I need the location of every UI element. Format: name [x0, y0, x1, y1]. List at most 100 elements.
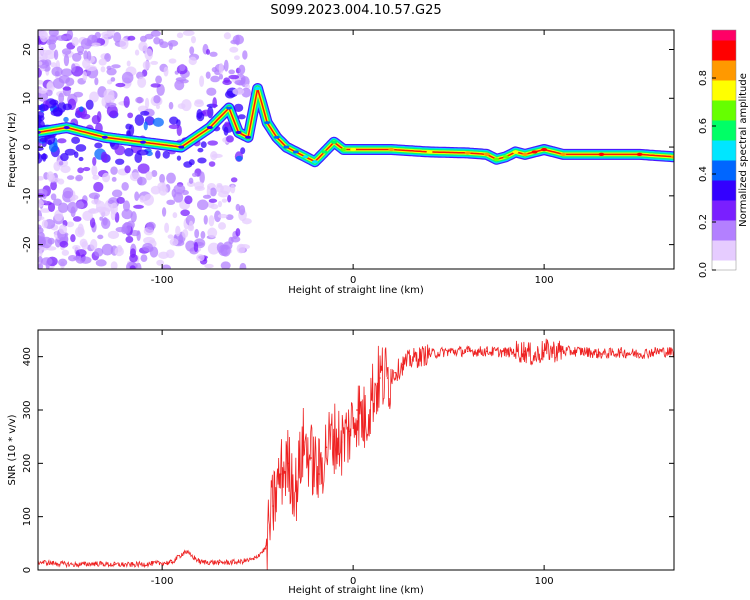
spectrogram-noise-blob: [238, 64, 246, 75]
spectrogram-ridge-point: [560, 152, 567, 156]
spectrogram-noise-blob: [220, 261, 231, 269]
spectrogram-noise-blob: [176, 155, 182, 161]
spectrogram-noise-blob: [39, 30, 49, 43]
spectrogram-noise-blob: [188, 177, 194, 184]
spectrogram-ridge-point: [671, 155, 674, 159]
spectrogram-ridge-point: [273, 135, 280, 139]
spectrogram-noise-blob: [38, 224, 42, 230]
spectrogram-noise-blob: [193, 100, 205, 108]
spectrogram-ridge-point: [388, 147, 395, 152]
y-tick-label: 200: [22, 454, 33, 473]
spectrogram-ridge-point: [38, 130, 41, 135]
spectrogram-noise-blob: [228, 236, 234, 245]
spectrogram-noise-blob: [98, 58, 107, 66]
spectrogram-noise-blob: [218, 73, 224, 80]
spectrogram-noise-blob: [224, 121, 230, 127]
colorbar-step: [712, 152, 736, 155]
colorbar-step: [712, 254, 736, 257]
spectrogram-noise-blob: [115, 158, 125, 165]
spectrogram-noise-blob: [177, 103, 186, 109]
colorbar-step: [712, 144, 736, 147]
spectrogram-noise-blob: [101, 243, 114, 256]
snr-point: [56, 562, 58, 565]
spectrogram-noise-blob: [38, 146, 44, 152]
colorbar-step: [712, 236, 736, 239]
spectrogram-noise-blob: [82, 71, 88, 82]
spectrogram-noise-blob: [155, 104, 161, 110]
spectrogram-noise-blob: [167, 234, 174, 239]
spectrogram-ridge-point: [264, 121, 271, 125]
colorbar-step: [712, 244, 736, 247]
spectrogram-noise-blob: [194, 228, 200, 239]
spectrogram-noise-blob: [58, 161, 64, 166]
spectrogram-noise-blob: [103, 88, 115, 101]
spectrogram-noise-blob: [197, 199, 209, 211]
spectrogram-ridge-point: [245, 135, 252, 139]
spectrogram-noise-blob: [66, 175, 75, 180]
snr-point: [638, 353, 641, 355]
spectrogram-ridge-point: [311, 160, 318, 164]
spectrogram-noise-blob: [207, 227, 218, 238]
spectrogram-noise-blob: [127, 112, 134, 119]
spectrogram-noise-blob: [134, 191, 140, 201]
spectrogram-noise-blob: [59, 240, 69, 248]
spectrogram-noise-blob: [184, 195, 193, 205]
colorbar-step: [712, 84, 736, 87]
spectrogram-noise-blob: [230, 39, 239, 45]
spectrogram-noise-blob: [134, 49, 140, 56]
spectrogram-noise-blob: [62, 103, 73, 111]
spectrogram-noise-blob: [41, 257, 53, 266]
spectrogram-noise-blob: [38, 175, 44, 181]
spectrogram-noise-blob: [208, 161, 216, 167]
snr-point: [394, 371, 396, 374]
spectrogram-noise-blob: [226, 135, 234, 143]
spectrogram-noise-blob: [92, 156, 97, 166]
colorbar-step: [712, 176, 736, 179]
colorbar-step: [712, 62, 736, 65]
spectrogram-noise-blob: [206, 87, 217, 96]
spectrogram-noise-blob: [186, 181, 196, 188]
colorbar-step: [712, 96, 736, 99]
colorbar-step: [712, 36, 736, 39]
colorbar-step: [712, 182, 736, 185]
colorbar-step: [712, 220, 736, 223]
spectrogram-noise-blob: [77, 223, 84, 236]
colorbar-step: [712, 142, 736, 145]
spectrogram-noise-blob: [241, 218, 252, 225]
colorbar-step: [712, 158, 736, 161]
spectrogram-noise-blob: [113, 31, 122, 43]
colorbar-step: [712, 52, 736, 55]
spectrogram-noise-blob: [214, 210, 222, 223]
colorbar-step: [712, 224, 736, 227]
x-tick-label: 100: [535, 275, 554, 286]
spectrogram-noise-blob: [236, 243, 246, 254]
colorbar-step: [712, 104, 736, 107]
snr-point: [356, 409, 358, 411]
y-tick-label: 400: [22, 347, 33, 366]
colorbar-step: [712, 226, 736, 229]
colorbar-step: [712, 198, 736, 201]
spectrogram-noise-blob: [215, 184, 224, 193]
colorbar-step: [712, 140, 736, 143]
colorbar-tick-label: 0.4: [698, 166, 709, 182]
spectrogram-noise-blob: [179, 63, 186, 72]
colorbar-step: [712, 44, 736, 47]
colorbar-step: [712, 212, 736, 215]
colorbar-step: [712, 56, 736, 59]
spectrogram-noise-blob: [95, 259, 107, 267]
spectrogram-noise-blob: [94, 142, 103, 149]
spectrogram-noise-blob: [41, 236, 53, 249]
spectrogram-noise-blob: [217, 213, 228, 219]
colorbar-step: [712, 90, 736, 93]
spectrogram-noise-blob: [196, 254, 205, 262]
snr-point: [94, 562, 97, 565]
spectrogram-noise-blob: [110, 166, 118, 175]
spectrogram-noise-blob: [83, 50, 89, 61]
snr-point: [401, 363, 404, 366]
spectrogram-noise-blob: [82, 166, 91, 172]
spectrogram-noise-blob: [222, 79, 232, 86]
spectrogram-noise-blob: [80, 38, 92, 50]
spectrogram-noise-blob: [164, 222, 170, 234]
colorbar-step: [712, 204, 736, 207]
spectrogram-noise-blob: [140, 254, 148, 262]
